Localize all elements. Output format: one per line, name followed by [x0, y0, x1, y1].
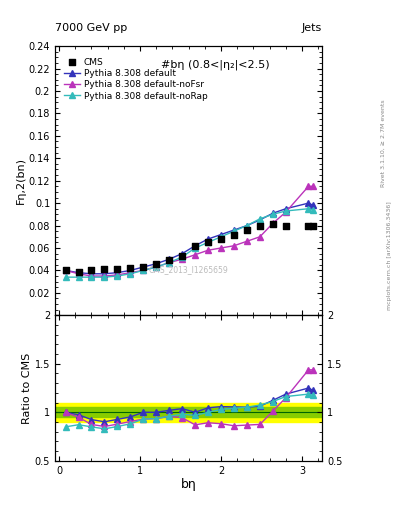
Pythia 8.308 default-noFsr [89, 273, 94, 279]
Pythia 8.308 default-noRap [306, 206, 311, 212]
CMS [310, 222, 316, 230]
Text: Jets: Jets [302, 23, 322, 33]
Pythia 8.308 default [102, 271, 107, 277]
Pythia 8.308 default [206, 236, 210, 242]
Pythia 8.308 default-noRap [76, 274, 81, 280]
Pythia 8.308 default-noFsr [231, 243, 236, 249]
Pythia 8.308 default-noFsr [102, 273, 107, 279]
CMS [179, 252, 185, 260]
CMS [244, 226, 250, 234]
Pythia 8.308 default [193, 243, 197, 249]
Pythia 8.308 default [167, 256, 172, 262]
Pythia 8.308 default [128, 267, 133, 273]
Pythia 8.308 default-noRap [257, 216, 262, 222]
CMS [218, 235, 224, 243]
Pythia 8.308 default-noRap [283, 208, 288, 214]
Pythia 8.308 default-noFsr [115, 272, 120, 278]
Pythia 8.308 default [311, 202, 316, 208]
Pythia 8.308 default [270, 210, 275, 216]
Pythia 8.308 default-noRap [89, 274, 94, 280]
Pythia 8.308 default [283, 206, 288, 212]
CMS [101, 265, 108, 273]
Pythia 8.308 default-noRap [167, 260, 172, 266]
Pythia 8.308 default-noFsr [219, 245, 223, 251]
CMS [166, 256, 173, 264]
Pythia 8.308 default-noRap [311, 207, 316, 213]
Line: Pythia 8.308 default: Pythia 8.308 default [63, 200, 316, 276]
CMS [270, 220, 276, 228]
Pythia 8.308 default [141, 264, 146, 270]
Text: Rivet 3.1.10, ≥ 2.7M events: Rivet 3.1.10, ≥ 2.7M events [381, 99, 386, 187]
Y-axis label: Ratio to CMS: Ratio to CMS [22, 352, 32, 423]
Text: mcplots.cern.ch [arXiv:1306.3436]: mcplots.cern.ch [arXiv:1306.3436] [387, 202, 392, 310]
Pythia 8.308 default-noFsr [141, 267, 146, 273]
Bar [55, 408, 322, 417]
Pythia 8.308 default-noFsr [311, 183, 316, 189]
Text: CMS_2013_I1265659: CMS_2013_I1265659 [149, 265, 228, 274]
Pythia 8.308 default-noFsr [206, 247, 210, 253]
CMS [114, 265, 121, 273]
Y-axis label: Fη,2(bn): Fη,2(bn) [16, 157, 26, 204]
Pythia 8.308 default-noFsr [76, 271, 81, 277]
CMS [153, 260, 160, 268]
Pythia 8.308 default-noFsr [63, 267, 68, 273]
Line: Pythia 8.308 default-noRap: Pythia 8.308 default-noRap [63, 206, 316, 280]
Pythia 8.308 default [219, 231, 223, 238]
Pythia 8.308 default-noRap [244, 223, 249, 229]
Pythia 8.308 default [306, 200, 311, 206]
Pythia 8.308 default-noFsr [128, 270, 133, 276]
CMS [231, 230, 237, 239]
CMS [140, 263, 147, 271]
Text: #bη (0.8<|η₂|<2.5): #bη (0.8<|η₂|<2.5) [161, 59, 270, 70]
Pythia 8.308 default-noRap [206, 239, 210, 245]
Pythia 8.308 default-noFsr [257, 233, 262, 240]
Pythia 8.308 default [231, 227, 236, 233]
CMS [192, 242, 198, 250]
Pythia 8.308 default-noRap [180, 254, 185, 260]
CMS [283, 222, 289, 230]
Pythia 8.308 default-noFsr [244, 238, 249, 244]
Pythia 8.308 default [89, 271, 94, 277]
Pythia 8.308 default-noRap [154, 264, 159, 270]
CMS [205, 238, 211, 246]
Pythia 8.308 default [63, 267, 68, 273]
Pythia 8.308 default-noRap [115, 273, 120, 279]
CMS [62, 266, 69, 274]
Pythia 8.308 default [76, 270, 81, 276]
Pythia 8.308 default-noRap [141, 267, 146, 273]
Pythia 8.308 default [244, 223, 249, 229]
Pythia 8.308 default [180, 250, 185, 257]
Pythia 8.308 default [154, 261, 159, 267]
Pythia 8.308 default-noFsr [270, 220, 275, 226]
Pythia 8.308 default-noRap [102, 274, 107, 280]
CMS [257, 222, 263, 230]
CMS [75, 267, 82, 275]
CMS [127, 264, 134, 272]
Pythia 8.308 default-noFsr [180, 256, 185, 262]
Pythia 8.308 default [257, 217, 262, 223]
Pythia 8.308 default-noRap [63, 274, 68, 280]
Bar [55, 402, 322, 422]
Pythia 8.308 default-noRap [193, 245, 197, 251]
CMS [88, 266, 95, 274]
X-axis label: bη: bη [181, 478, 196, 492]
Pythia 8.308 default-noFsr [154, 264, 159, 270]
Pythia 8.308 default-noFsr [167, 260, 172, 266]
Pythia 8.308 default-noFsr [193, 251, 197, 258]
Pythia 8.308 default-noRap [270, 211, 275, 218]
Pythia 8.308 default-noRap [231, 228, 236, 234]
Line: Pythia 8.308 default-noFsr: Pythia 8.308 default-noFsr [63, 183, 316, 279]
Pythia 8.308 default [115, 270, 120, 276]
Pythia 8.308 default-noFsr [283, 209, 288, 215]
Legend: CMS, Pythia 8.308 default, Pythia 8.308 default-noFsr, Pythia 8.308 default-noRa: CMS, Pythia 8.308 default, Pythia 8.308 … [62, 56, 209, 102]
CMS [305, 222, 312, 230]
Pythia 8.308 default-noRap [219, 233, 223, 240]
Text: 7000 GeV pp: 7000 GeV pp [55, 23, 127, 33]
Pythia 8.308 default-noRap [128, 271, 133, 277]
Pythia 8.308 default-noFsr [306, 183, 311, 189]
